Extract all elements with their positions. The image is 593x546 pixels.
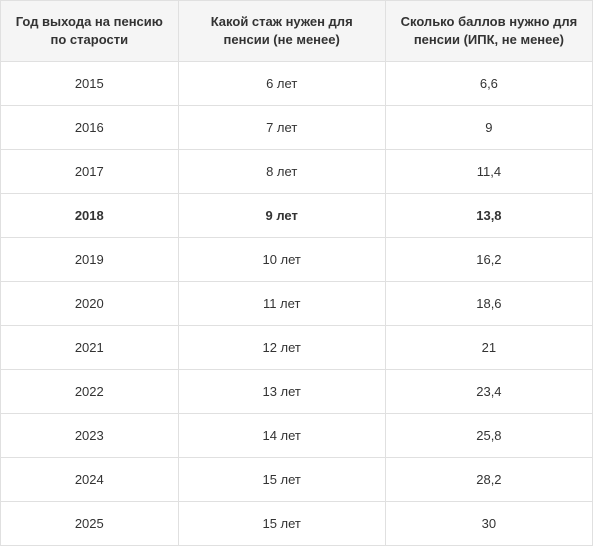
cell-points: 28,2 (385, 458, 592, 502)
table-row: 202314 лет25,8 (1, 414, 593, 458)
pension-requirements-table: Год выхода на пенсию по старости Какой с… (0, 0, 593, 546)
column-header-experience: Какой стаж нужен для пенсии (не менее) (178, 1, 385, 62)
cell-points: 21 (385, 326, 592, 370)
cell-experience: 12 лет (178, 326, 385, 370)
cell-year: 2016 (1, 106, 179, 150)
table-row: 202213 лет23,4 (1, 370, 593, 414)
cell-experience: 8 лет (178, 150, 385, 194)
table-row: 20167 лет9 (1, 106, 593, 150)
table-row: 201910 лет16,2 (1, 238, 593, 282)
cell-points: 23,4 (385, 370, 592, 414)
cell-points: 25,8 (385, 414, 592, 458)
cell-points: 9 (385, 106, 592, 150)
cell-year: 2025 (1, 502, 179, 546)
cell-year: 2023 (1, 414, 179, 458)
cell-points: 6,6 (385, 62, 592, 106)
cell-experience: 7 лет (178, 106, 385, 150)
table-row: 20156 лет6,6 (1, 62, 593, 106)
cell-points: 30 (385, 502, 592, 546)
cell-points: 18,6 (385, 282, 592, 326)
cell-year: 2020 (1, 282, 179, 326)
table-row: 202415 лет28,2 (1, 458, 593, 502)
cell-year: 2022 (1, 370, 179, 414)
table-row: 202011 лет18,6 (1, 282, 593, 326)
cell-points: 11,4 (385, 150, 592, 194)
cell-experience: 15 лет (178, 458, 385, 502)
cell-experience: 6 лет (178, 62, 385, 106)
cell-points: 16,2 (385, 238, 592, 282)
cell-year: 2024 (1, 458, 179, 502)
cell-year: 2021 (1, 326, 179, 370)
cell-year: 2019 (1, 238, 179, 282)
table-row: 202515 лет30 (1, 502, 593, 546)
cell-experience: 9 лет (178, 194, 385, 238)
column-header-year: Год выхода на пенсию по старости (1, 1, 179, 62)
cell-points: 13,8 (385, 194, 592, 238)
cell-year: 2017 (1, 150, 179, 194)
table-row: 20189 лет13,8 (1, 194, 593, 238)
table-body: 20156 лет6,620167 лет920178 лет11,420189… (1, 62, 593, 546)
cell-experience: 10 лет (178, 238, 385, 282)
table-header-row: Год выхода на пенсию по старости Какой с… (1, 1, 593, 62)
cell-experience: 13 лет (178, 370, 385, 414)
cell-experience: 15 лет (178, 502, 385, 546)
table-row: 202112 лет21 (1, 326, 593, 370)
cell-year: 2015 (1, 62, 179, 106)
column-header-points: Сколько баллов нужно для пенсии (ИПК, не… (385, 1, 592, 62)
cell-experience: 14 лет (178, 414, 385, 458)
cell-experience: 11 лет (178, 282, 385, 326)
cell-year: 2018 (1, 194, 179, 238)
table-row: 20178 лет11,4 (1, 150, 593, 194)
